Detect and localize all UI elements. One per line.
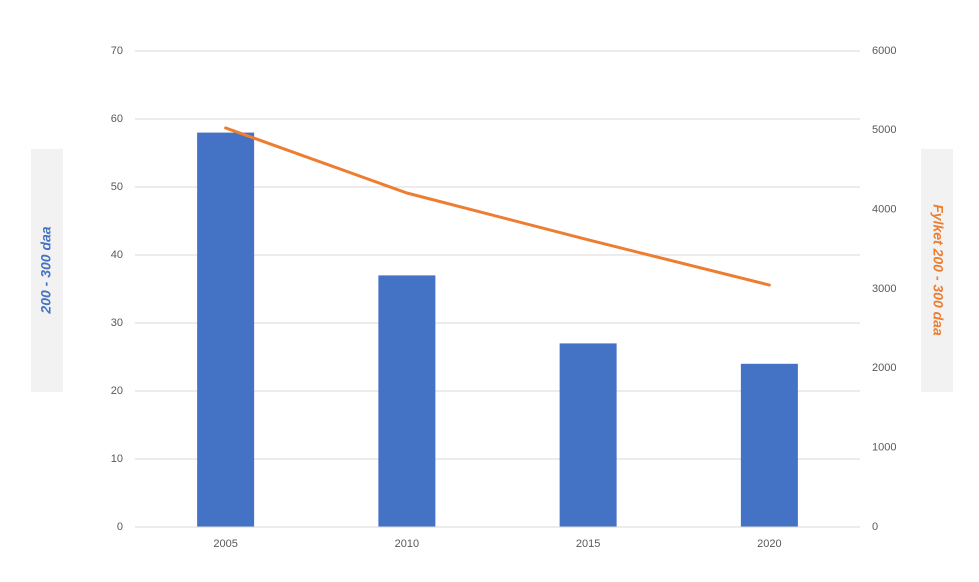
y-tick-label: 30 (111, 317, 123, 329)
bar (559, 343, 617, 527)
y2-tick-label: 5000 (872, 124, 896, 136)
y-tick-label: 10 (111, 453, 123, 465)
y2-tick-label: 6000 (872, 45, 896, 57)
y-tick-label: 0 (117, 521, 123, 533)
x-tick-label: 2010 (395, 538, 419, 550)
y2-tick-label: 0 (872, 521, 878, 533)
y-axis-title: 200 - 300 daa (38, 226, 54, 314)
y2-tick-label: 2000 (872, 362, 896, 374)
y-tick-label: 50 (111, 181, 123, 193)
y-tick-label: 20 (111, 385, 123, 397)
y-tick-label: 40 (111, 249, 123, 261)
x-tick-label: 2015 (576, 538, 600, 550)
bar (740, 363, 798, 527)
y-tick-label: 60 (111, 113, 123, 125)
bar (378, 275, 436, 527)
line-series (224, 126, 771, 287)
y2-tick-label: 1000 (872, 442, 896, 454)
y2-axis-title: Fylket 200 - 300 daa (930, 204, 946, 336)
y-tick-label: 70 (111, 45, 123, 57)
x-tick-label: 2020 (757, 538, 781, 550)
y2-tick-label: 3000 (872, 283, 896, 295)
axis-title-box (921, 149, 953, 392)
x-tick-label: 2005 (213, 538, 237, 550)
axis-title-box (31, 149, 63, 392)
y2-tick-label: 4000 (872, 204, 896, 216)
bar (197, 132, 255, 527)
